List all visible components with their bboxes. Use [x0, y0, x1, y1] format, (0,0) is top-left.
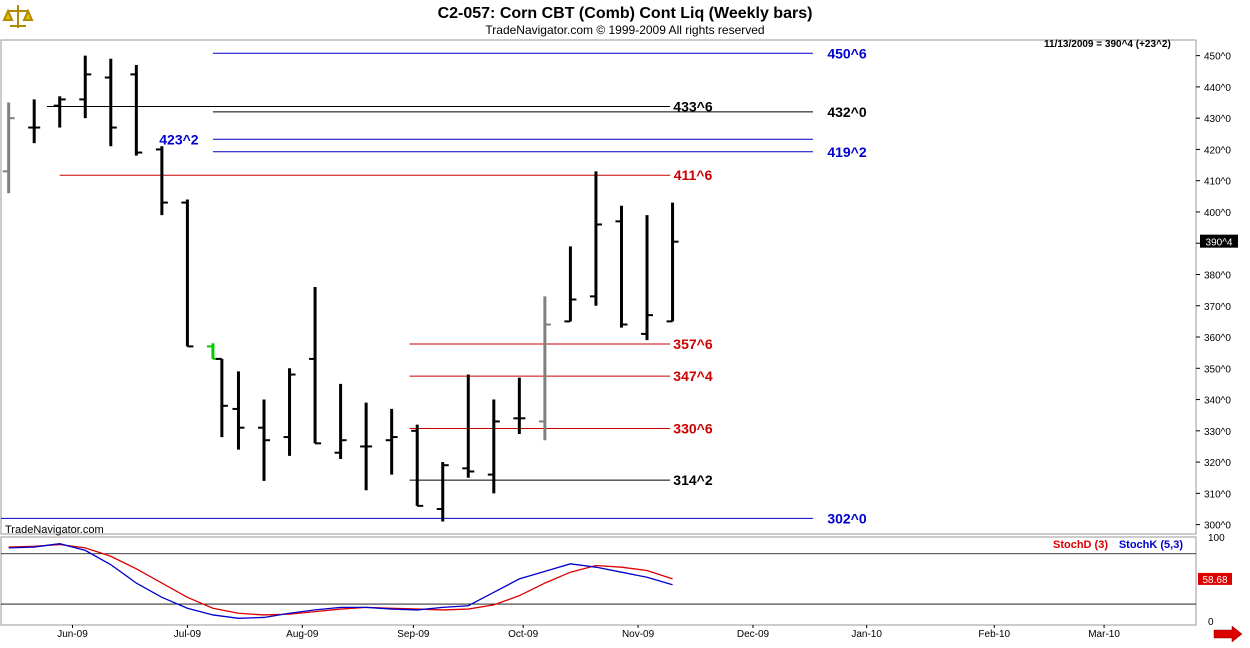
x-tick-label: Jul-09 — [174, 629, 202, 640]
last-price-marker: 390^4 — [1200, 234, 1238, 249]
y-tick-label: 410^0 — [1204, 177, 1231, 188]
price-bar — [309, 287, 322, 445]
level-label-5: 411^6 — [674, 167, 713, 183]
price-bars — [2, 55, 679, 522]
price-bar — [215, 357, 228, 438]
level-label-9: 314^2 — [673, 472, 713, 488]
y-tick-label: 450^0 — [1204, 52, 1231, 63]
price-bar — [283, 368, 296, 456]
x-tick-label: Mar-10 — [1088, 629, 1120, 640]
y-tick-label: 310^0 — [1204, 489, 1231, 500]
price-bar — [2, 102, 15, 194]
price-bar — [104, 58, 117, 147]
price-levels: 450^6 433^6 432^0 423^2 419^2 411^6 357^6 347^4… — [1, 45, 867, 526]
stochastic-lines — [1, 543, 1196, 619]
price-bar — [28, 99, 41, 144]
watermark: TradeNavigator.com — [5, 524, 104, 536]
price-panel-frame — [0, 39, 1197, 535]
x-tick-label: Dec-09 — [737, 629, 770, 640]
y-tick-label: 370^0 — [1204, 302, 1231, 313]
price-bar — [130, 65, 143, 156]
y-tick-label: 440^0 — [1204, 83, 1231, 94]
time-axis: Jun-09 Jul-09 Aug-09 Sep-09 Oct-09 Nov-09 Dec-… — [57, 625, 1120, 640]
level-label-0: 450^6 — [827, 45, 867, 61]
y-tick-label: 300^0 — [1204, 521, 1231, 532]
price-bar — [487, 399, 500, 494]
y-tick-label: 320^0 — [1204, 458, 1231, 469]
y-tick-label: 360^0 — [1204, 333, 1231, 344]
x-tick-label: Oct-09 — [508, 629, 538, 640]
price-bar — [564, 246, 577, 323]
stoch-panel-frame — [0, 536, 1197, 626]
level-label-4: 419^2 — [827, 144, 867, 160]
last-price-label: 390^4 — [1206, 238, 1233, 249]
y-tick-label: 430^0 — [1204, 114, 1231, 125]
level-label-1: 433^6 — [673, 98, 713, 114]
y-tick-label: 400^0 — [1204, 208, 1231, 219]
scroll-right-arrow-icon[interactable] — [1213, 625, 1243, 643]
stoch-tick-label: 0 — [1208, 617, 1214, 628]
y-tick-label: 330^0 — [1204, 427, 1231, 438]
y-tick-label: 380^0 — [1204, 270, 1231, 281]
level-label-7: 347^4 — [673, 368, 713, 384]
price-bar — [513, 377, 526, 434]
y-tick-label: 340^0 — [1204, 396, 1231, 407]
x-tick-label: Feb-10 — [978, 629, 1010, 640]
x-tick-label: Nov-09 — [622, 629, 655, 640]
price-bar — [334, 383, 347, 459]
price-bar — [411, 424, 424, 507]
stoch-axis: 0 100 — [1208, 533, 1225, 628]
price-bar — [538, 296, 551, 441]
chart-title: C2-057: Corn CBT (Comb) Cont Liq (Weekly… — [438, 5, 813, 22]
price-bar — [666, 202, 679, 323]
stoch-tick-label: 100 — [1208, 533, 1225, 544]
price-bar — [615, 205, 628, 328]
price-bar — [79, 55, 92, 119]
trade-navigator-logo-icon — [2, 3, 34, 33]
price-bar — [589, 171, 602, 306]
price-bar — [360, 402, 373, 491]
stoch-last-marker: 58.68 — [1198, 572, 1232, 586]
stoch-series-1 — [8, 543, 673, 619]
price-bar — [258, 399, 271, 481]
price-bar — [206, 343, 219, 360]
level-label-10: 302^0 — [827, 510, 867, 526]
legend-stochk: StochK (5,3) — [1119, 539, 1184, 551]
x-tick-label: Sep-09 — [397, 629, 430, 640]
price-bar — [385, 408, 398, 475]
level-label-3: 423^2 — [159, 131, 199, 147]
price-bar — [436, 462, 449, 522]
stoch-last-label: 58.68 — [1202, 575, 1227, 586]
price-bar — [462, 374, 475, 478]
x-tick-label: Jan-10 — [851, 629, 882, 640]
price-bar — [641, 215, 654, 341]
stoch-series-0 — [8, 543, 673, 616]
level-label-2: 432^0 — [827, 104, 867, 120]
level-label-6: 357^6 — [673, 336, 713, 352]
x-tick-label: Aug-09 — [286, 629, 319, 640]
level-label-8: 330^6 — [673, 420, 713, 436]
chart-subtitle: TradeNavigator.com © 1999-2009 All right… — [485, 23, 764, 37]
y-tick-label: 420^0 — [1204, 145, 1231, 156]
price-bar — [232, 371, 245, 450]
price-bar — [155, 146, 168, 216]
price-bar — [181, 199, 194, 348]
price-bar — [53, 96, 66, 128]
legend-stochd: StochD (3) — [1053, 539, 1108, 551]
x-tick-label: Jun-09 — [57, 629, 88, 640]
price-axis: 300^0 310^0 320^0 330^0 340^0 350^0 360^0 370^0… — [1196, 52, 1231, 532]
y-tick-label: 350^0 — [1204, 364, 1231, 375]
price-readout: 11/13/2009 = 390^4 (+23^2) — [1044, 39, 1171, 50]
